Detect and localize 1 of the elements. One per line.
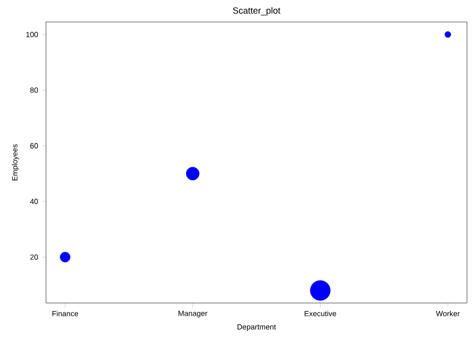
chart-title: Scatter_plot [232,7,280,16]
